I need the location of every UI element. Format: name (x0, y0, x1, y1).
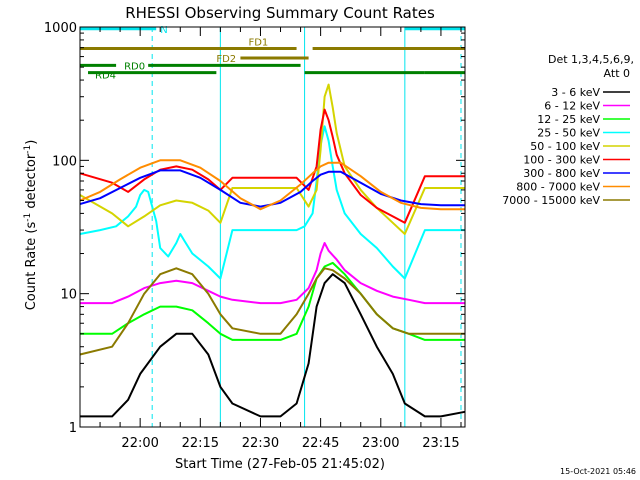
series-line-0 (80, 273, 466, 418)
legend-label-5: 100 - 300 keV (523, 154, 600, 167)
legend-label-2: 12 - 25 keV (537, 113, 600, 126)
flag-label-fd2: FD2 (216, 54, 236, 65)
x-tick-label: 22:45 (302, 436, 339, 451)
x-tick-label: 22:15 (182, 436, 219, 451)
plot-frame (79, 26, 466, 428)
legend-label-6: 300 - 800 keV (523, 167, 600, 180)
x-tick-label: 22:30 (242, 436, 279, 451)
x-tick-label: 22:00 (121, 436, 158, 451)
legend-label-8: 7000 - 15000 keV (502, 194, 600, 207)
chart-title: RHESSI Observing Summary Count Rates (125, 4, 435, 22)
flag-label-rd4: RD4 (95, 71, 116, 82)
y-axis-label: Count Rate (s-1 detector-1) (23, 140, 39, 311)
legend-header-line1: Det 1,3,4,5,6,9, (548, 53, 634, 66)
flag-label-rd0: RD0 (124, 61, 145, 72)
series-line-8 (79, 267, 465, 356)
plot-area: N FD1 FD2 RD0 RD4 1 10 100 1000 22:00 22:15 22:30 22… (44, 21, 466, 451)
flag-label-n: N (160, 25, 167, 36)
legend-header-line2: Att 0 (604, 67, 630, 80)
series-line-3 (79, 125, 465, 280)
y-tick-label: 10 (60, 288, 77, 303)
y-tick-label: 1 (69, 421, 77, 436)
series-line-7 (79, 159, 465, 211)
x-tick-label: 23:00 (362, 436, 399, 451)
legend-label-1: 6 - 12 keV (544, 100, 600, 113)
legend-label-4: 50 - 100 keV (530, 140, 600, 153)
series-line-1 (80, 242, 465, 305)
legend-label-3: 25 - 50 keV (537, 127, 600, 140)
legend-label-0: 3 - 6 keV (551, 86, 600, 99)
x-tick-label: 23:15 (422, 436, 459, 451)
y-tick-label: 100 (52, 154, 77, 169)
generation-timestamp: 15-Oct-2021 05:46 (560, 467, 636, 476)
x-axis-label: Start Time (27-Feb-05 21:45:02) (175, 457, 385, 472)
y-tick-label: 1000 (44, 21, 77, 36)
legend-label-7: 800 - 7000 keV (516, 181, 600, 194)
flag-label-fd1: FD1 (248, 37, 268, 48)
series-line-5 (79, 108, 465, 224)
series-line-4 (79, 83, 465, 235)
